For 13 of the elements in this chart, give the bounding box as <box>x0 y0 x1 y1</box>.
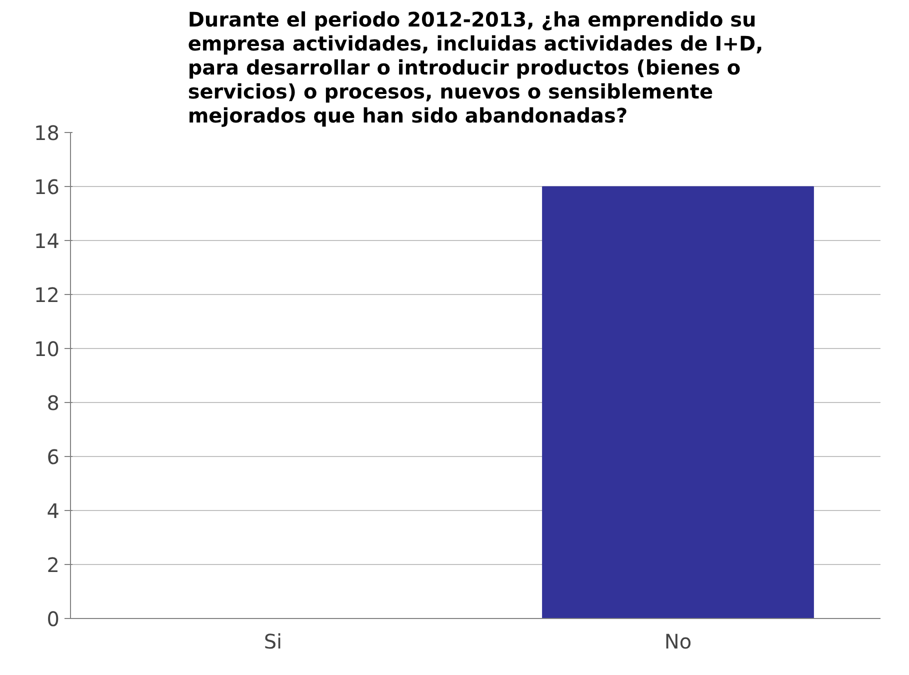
y-tick-label: 12 <box>34 283 60 307</box>
chart-title: Durante el periodo 2012-2013, ¿ha emprendido su empresa actividades, incluidas actividades de I+D, para desarrollar o introducir productos (bienes o servicios) o procesos, nuevos o sensiblemente mejorados que han sido abandonadas? <box>188 8 764 128</box>
y-tick-label: 8 <box>46 391 60 415</box>
y-tick-label: 18 <box>34 121 60 145</box>
y-tick-label: 10 <box>34 337 60 361</box>
y-tick-label: 4 <box>46 499 60 523</box>
y-tick-label: 16 <box>34 175 60 199</box>
y-tick-label: 2 <box>46 553 60 577</box>
y-tick-label: 6 <box>46 445 60 469</box>
x-tick-label: No <box>664 630 692 654</box>
x-tick-label: Si <box>264 630 282 654</box>
y-tick-label: 0 <box>46 607 60 631</box>
y-tick-label: 14 <box>34 229 60 253</box>
